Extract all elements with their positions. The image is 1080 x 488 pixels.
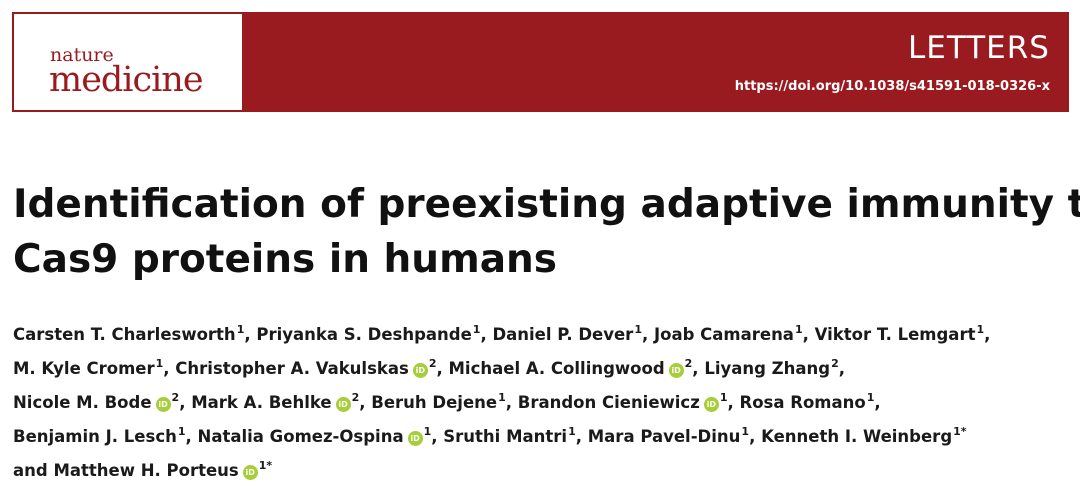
affiliation-marker[interactable]: 2 [428, 357, 437, 370]
affiliation-marker[interactable]: 1 [719, 391, 728, 404]
author-name[interactable]: M. Kyle Cromer [13, 359, 155, 378]
affiliation-marker[interactable]: 2 [351, 391, 360, 404]
affiliation-marker[interactable]: 2 [171, 391, 180, 404]
author-name[interactable]: Sruthi Mantri [443, 427, 568, 446]
author-name[interactable]: Kenneth I. Weinberg [761, 427, 953, 446]
affiliation-marker[interactable]: 1 [866, 391, 875, 404]
author-name[interactable]: Brandon Cieniewicz [517, 393, 700, 412]
orcid-icon[interactable]: iD [335, 397, 351, 412]
author-name[interactable]: Mara Pavel-Dinu [587, 427, 741, 446]
author-name[interactable]: Viktor T. Lemgart [814, 325, 976, 344]
affiliation-marker[interactable]: 1 [472, 323, 481, 336]
affiliation-marker[interactable]: 2 [684, 357, 693, 370]
orcid-icon[interactable]: iD [703, 397, 719, 412]
affiliation-marker[interactable]: 1 [634, 323, 642, 336]
author-conjunction: and [13, 461, 48, 480]
affiliation-marker[interactable]: 1 [741, 425, 750, 438]
author-name[interactable]: Michael A. Collingwood [448, 359, 665, 378]
title-line-2: Cas9 proteins in humans [13, 237, 558, 282]
author-line: Carsten T. Charlesworth1, Priyanka S. De… [13, 323, 991, 344]
orcid-icon[interactable]: iD [407, 431, 423, 446]
author-name[interactable]: Daniel P. Dever [492, 325, 634, 344]
journal-logo[interactable]: nature medicine [14, 14, 242, 110]
author-line: and Matthew H. Porteus iD1* [13, 454, 1073, 488]
affiliation-marker[interactable]: 1 [568, 425, 576, 438]
author-name[interactable]: Joab Camarena [654, 325, 794, 344]
doi-link[interactable]: https://doi.org/10.1038/s41591-018-0326-… [734, 79, 1050, 94]
affiliation-marker[interactable]: 1 [177, 425, 186, 438]
affiliation-marker[interactable]: 1 [794, 323, 803, 336]
affiliation-marker[interactable]: 1* [258, 459, 273, 472]
orcid-icon[interactable]: iD [668, 363, 684, 378]
orcid-icon[interactable]: iD [242, 465, 258, 480]
affiliation-marker[interactable]: 1 [236, 323, 245, 336]
article-title: Identification of preexisting adaptive i… [13, 177, 1080, 287]
author-name[interactable]: Benjamin J. Lesch [13, 427, 177, 446]
affiliation-marker[interactable]: 1 [498, 391, 506, 404]
article-type-label: LETTERS [908, 30, 1050, 66]
author-name[interactable]: Natalia Gomez-Ospina [197, 427, 404, 446]
affiliation-marker[interactable]: 1 [423, 425, 432, 438]
orcid-icon[interactable]: iD [155, 397, 171, 412]
author-list: Carsten T. Charlesworth1, Priyanka S. De… [13, 318, 1073, 488]
affiliation-marker[interactable]: 1 [976, 323, 985, 336]
author-name[interactable]: Liyang Zhang [704, 359, 831, 378]
author-name[interactable]: Priyanka S. Deshpande [256, 325, 472, 344]
affiliation-marker[interactable]: 2 [831, 357, 839, 370]
affiliation-marker[interactable]: 1 [155, 357, 164, 370]
author-name[interactable]: Matthew H. Porteus [53, 461, 239, 480]
author-name[interactable]: Mark A. Behlke [191, 393, 332, 412]
logo-nature-text: nature [50, 44, 114, 66]
orcid-icon[interactable]: iD [412, 363, 428, 378]
title-line-1: Identification of preexisting adaptive i… [13, 182, 1080, 227]
affiliation-marker[interactable]: 1* [953, 425, 967, 438]
author-line: Benjamin J. Lesch1, Natalia Gomez-Ospina… [13, 425, 967, 446]
author-name[interactable]: Nicole M. Bode [13, 393, 152, 412]
author-line: M. Kyle Cromer1, Christopher A. Vakulska… [13, 357, 846, 378]
author-line: Nicole M. Bode iD2, Mark A. Behlke iD2, Be… [13, 391, 881, 412]
author-name[interactable]: Rosa Romano [739, 393, 866, 412]
author-name[interactable]: Beruh Dejene [371, 393, 498, 412]
logo-medicine-text: medicine [49, 60, 204, 100]
author-name[interactable]: Christopher A. Vakulskas [175, 359, 409, 378]
author-name[interactable]: Carsten T. Charlesworth [13, 325, 236, 344]
